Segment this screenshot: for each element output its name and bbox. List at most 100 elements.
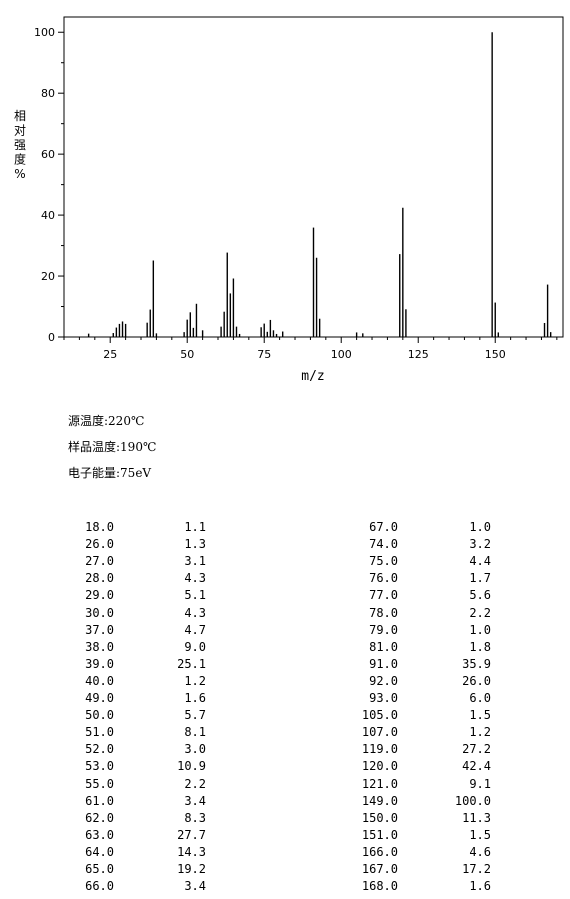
table-row: 28.0 4.3 76.0 1.7: [0, 571, 570, 586]
intensity-left: 8.3: [184, 810, 206, 825]
table-row: 37.0 4.7 79.0 1.0: [0, 623, 570, 638]
intensity-right: 9.1: [469, 776, 491, 791]
mz-left: 62.0: [85, 810, 114, 825]
mz-left: 52.0: [85, 742, 114, 757]
table-row: 30.0 4.3 78.0 2.2: [0, 606, 570, 621]
x-axis-label: m/z: [301, 369, 324, 384]
table-row: 61.0 3.4 149.0 100.0: [0, 794, 570, 809]
mz-right: 107.0: [361, 725, 398, 740]
mz-right: 77.0: [369, 588, 398, 603]
mz-right: 92.0: [369, 673, 398, 688]
y-tick-label: 100: [34, 26, 55, 39]
source-temperature: 源温度:220℃: [68, 414, 145, 428]
mz-left: 26.0: [85, 537, 114, 552]
mz-right: 150.0: [361, 810, 398, 825]
y-axis-label-char: 对: [14, 124, 26, 138]
intensity-right: 1.0: [469, 622, 491, 637]
mz-right: 76.0: [369, 571, 398, 586]
intensity-left: 27.7: [177, 827, 206, 842]
y-tick-label: 0: [48, 331, 55, 344]
mz-right: 75.0: [369, 554, 398, 569]
intensity-left: 3.4: [184, 793, 206, 808]
intensity-right: 1.0: [469, 520, 491, 534]
table-row: 66.0 3.4 168.0 1.6: [0, 879, 570, 894]
intensity-right: 6.0: [469, 691, 491, 705]
intensity-right: 3.2: [469, 537, 491, 552]
sample-temperature: 样品温度:190℃: [68, 440, 157, 454]
y-axis-label-char: 相: [14, 109, 26, 123]
intensity-right: 42.4: [462, 759, 491, 774]
intensity-left: 3.4: [184, 879, 206, 894]
mz-right: 91.0: [369, 656, 398, 671]
intensity-right: 1.2: [469, 725, 491, 740]
intensity-left: 14.3: [177, 844, 206, 859]
mz-right: 121.0: [361, 776, 398, 791]
y-axis-label-char: 强: [14, 138, 26, 152]
table-row: 51.0 8.1 107.0 1.2: [0, 725, 570, 740]
table-row: 40.0 1.2 92.0 26.0: [0, 674, 570, 689]
table-row: 26.0 1.3 74.0 3.2: [0, 537, 570, 552]
table-row: 55.0 2.2 121.0 9.1: [0, 777, 570, 792]
intensity-left: 3.1: [184, 554, 206, 569]
mz-right: 151.0: [361, 827, 398, 842]
peak-bars: [87, 32, 552, 337]
mz-left: 65.0: [85, 862, 114, 876]
intensity-left: 2.2: [184, 776, 206, 791]
mz-left: 49.0: [85, 691, 114, 705]
mz-right: 105.0: [361, 708, 398, 723]
intensity-right: 5.6: [469, 588, 491, 603]
x-axis: 25 50 75 100 125 150: [63, 337, 558, 361]
mz-left: 64.0: [85, 844, 114, 859]
mz-right: 74.0: [369, 537, 398, 552]
intensity-left: 4.3: [184, 571, 206, 586]
mz-left: 27.0: [85, 554, 114, 569]
intensity-left: 1.3: [184, 537, 206, 552]
intensity-right: 11.3: [462, 810, 491, 825]
intensity-right: 1.6: [469, 879, 491, 894]
mz-left: 30.0: [85, 605, 114, 620]
mz-right: 149.0: [361, 793, 398, 808]
mz-right: 81.0: [369, 639, 398, 654]
y-axis-label-char: 度: [14, 152, 26, 167]
intensity-right: 1.5: [469, 708, 491, 723]
table-row: 39.0 25.1 91.0 35.9: [0, 657, 570, 672]
intensity-right: 26.0: [462, 673, 491, 688]
table-row: 62.0 8.3 150.0 11.3: [0, 811, 570, 826]
table-row: 64.0 14.3 166.0 4.6: [0, 845, 570, 860]
intensity-right: 2.2: [469, 605, 491, 620]
mz-left: 38.0: [85, 639, 114, 654]
x-tick-label: 25: [103, 348, 117, 361]
intensity-left: 8.1: [184, 725, 206, 740]
x-tick-label: 125: [408, 348, 429, 361]
table-row: 63.0 27.7 151.0 1.5: [0, 828, 570, 843]
table-row: 50.0 5.7 105.0 1.5: [0, 708, 570, 723]
table-row: 52.0 3.0 119.0 27.2: [0, 742, 570, 757]
intensity-right: 4.4: [469, 554, 491, 569]
intensity-left: 5.7: [184, 708, 206, 723]
intensity-right: 35.9: [462, 656, 491, 671]
intensity-right: 1.5: [469, 827, 491, 842]
intensity-left: 4.3: [184, 605, 206, 620]
mz-left: 40.0: [85, 673, 114, 688]
table-row: 49.0 1.6 93.0 6.0: [0, 691, 570, 706]
intensity-right: 27.2: [462, 742, 491, 757]
intensity-left: 1.1: [184, 520, 206, 534]
mz-right: 67.0: [369, 520, 398, 534]
x-tick-label: 50: [180, 348, 194, 361]
mz-left: 63.0: [85, 827, 114, 842]
mz-right: 120.0: [361, 759, 398, 774]
y-tick-label: 60: [41, 148, 55, 161]
mz-right: 168.0: [361, 879, 398, 894]
x-tick-label: 150: [485, 348, 506, 361]
mz-right: 79.0: [369, 622, 398, 637]
mz-left: 50.0: [85, 708, 114, 723]
intensity-left: 9.0: [184, 639, 206, 654]
mz-right: 167.0: [361, 862, 398, 876]
intensity-right: 17.2: [462, 862, 491, 876]
table-row: 53.0 10.9 120.0 42.4: [0, 759, 570, 774]
intensity-left: 1.2: [184, 673, 206, 688]
table-row: 65.0 19.2 167.0 17.2: [0, 862, 570, 877]
mz-left: 28.0: [85, 571, 114, 586]
mz-left: 66.0: [85, 879, 114, 894]
